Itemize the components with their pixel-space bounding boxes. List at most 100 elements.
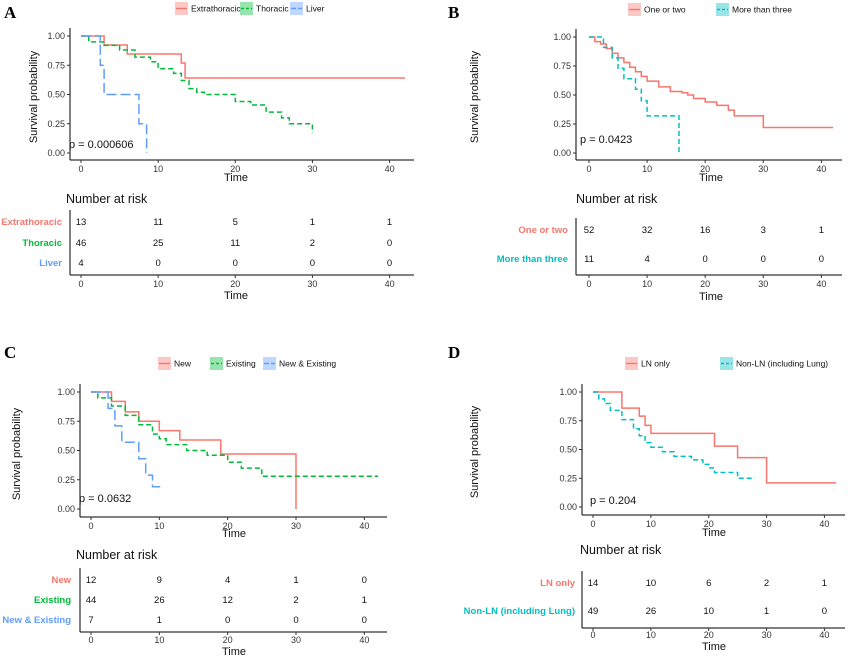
risk-count: 0 bbox=[761, 254, 766, 265]
risk-count: 10 bbox=[646, 578, 657, 589]
x-tick-label: 20 bbox=[700, 164, 710, 174]
panel-c: C New Existing New & Existing 0.00 0.25 0.50 0.… bbox=[2, 343, 387, 657]
legend: LN only Non-LN (including Lung) bbox=[625, 357, 828, 370]
risk-count: 26 bbox=[154, 595, 165, 606]
survival-curve-new bbox=[91, 391, 297, 509]
risk-row-label: Existing bbox=[34, 595, 71, 606]
x-axis-title: Time bbox=[224, 172, 248, 184]
risk-count: 44 bbox=[86, 595, 97, 606]
y-tick-label: 0.25 bbox=[553, 119, 571, 129]
risk-count: 10 bbox=[703, 606, 714, 617]
risk-row-label: Thoracic bbox=[22, 238, 62, 249]
risk-count: 16 bbox=[700, 225, 711, 236]
legend-label: More than three bbox=[732, 5, 792, 15]
risk-count: 12 bbox=[222, 595, 233, 606]
risk-count: 12 bbox=[86, 575, 97, 586]
risk-table-title: Number at risk bbox=[576, 192, 658, 206]
y-tick-label: 1.00 bbox=[47, 31, 65, 41]
legend-label: LN only bbox=[641, 359, 671, 369]
risk-count: 4 bbox=[225, 575, 230, 586]
risk-count: 13 bbox=[76, 217, 87, 228]
risk-count: 0 bbox=[819, 254, 824, 265]
y-axis-title: Survival probability bbox=[469, 50, 481, 143]
survival-curve-extrathoracic bbox=[81, 35, 405, 79]
risk-count: 2 bbox=[310, 238, 315, 249]
risk-x-axis-title: Time bbox=[222, 646, 246, 657]
survival-curve-more-than-three bbox=[589, 36, 680, 153]
legend-label: Non-LN (including Lung) bbox=[736, 359, 828, 369]
risk-x-axis-title: Time bbox=[224, 290, 248, 302]
p-value: p = 0.0423 bbox=[580, 134, 632, 146]
risk-count: 11 bbox=[230, 238, 240, 249]
y-tick-label: 0.00 bbox=[57, 504, 75, 514]
y-tick-label: 0.75 bbox=[559, 416, 577, 426]
legend-swatch bbox=[263, 357, 276, 370]
risk-count: 1 bbox=[157, 615, 162, 626]
legend: Extrathoracic Thoracic Liver bbox=[175, 2, 325, 15]
x-tick-label: 10 bbox=[646, 519, 656, 529]
x-tick-label: 0 bbox=[586, 164, 591, 174]
y-tick-label: 0.25 bbox=[559, 473, 577, 483]
risk-x-tick-label: 0 bbox=[586, 279, 591, 289]
legend-label: One or two bbox=[644, 5, 686, 15]
survival-curve-ln-only bbox=[593, 391, 836, 484]
y-tick-label: 0.00 bbox=[553, 148, 571, 158]
x-tick-label: 30 bbox=[762, 519, 772, 529]
x-axis-title: Time bbox=[699, 172, 723, 184]
risk-count: 6 bbox=[706, 578, 711, 589]
legend-label: Liver bbox=[306, 4, 325, 14]
risk-x-tick-label: 0 bbox=[78, 279, 83, 289]
risk-count: 25 bbox=[153, 238, 164, 249]
risk-row-label: New & Existing bbox=[2, 615, 71, 626]
risk-count: 4 bbox=[78, 258, 83, 269]
legend-label: New bbox=[174, 359, 192, 369]
risk-count: 1 bbox=[387, 217, 392, 228]
risk-table-title: Number at risk bbox=[76, 548, 158, 562]
panel-a: A Extrathoracic Thoracic Liver 0.00 0.25 0.50 0… bbox=[1, 2, 414, 302]
risk-count: 0 bbox=[387, 258, 392, 269]
risk-x-tick-label: 30 bbox=[762, 630, 772, 640]
x-tick-label: 20 bbox=[704, 519, 714, 529]
x-tick-label: 40 bbox=[359, 521, 369, 531]
survival-curve-thoracic bbox=[81, 35, 314, 134]
risk-count: 11 bbox=[584, 254, 594, 265]
x-tick-label: 30 bbox=[758, 164, 768, 174]
risk-x-tick-label: 30 bbox=[758, 279, 768, 289]
x-tick-label: 0 bbox=[78, 164, 83, 174]
y-tick-label: 1.00 bbox=[57, 387, 75, 397]
legend-label: Existing bbox=[226, 359, 256, 369]
risk-count: 0 bbox=[387, 238, 392, 249]
y-axis-title: Survival probability bbox=[469, 405, 481, 498]
risk-row-label: Extrathoracic bbox=[1, 217, 62, 228]
panel-label: D bbox=[448, 343, 460, 362]
risk-count: 0 bbox=[703, 254, 708, 265]
risk-count: 1 bbox=[293, 575, 298, 586]
x-tick-label: 10 bbox=[642, 164, 652, 174]
risk-count: 0 bbox=[293, 615, 298, 626]
x-tick-label: 30 bbox=[307, 164, 317, 174]
risk-x-tick-label: 10 bbox=[642, 279, 652, 289]
risk-count: 1 bbox=[764, 606, 769, 617]
p-value: p = 0.000606 bbox=[69, 139, 134, 151]
risk-count: 0 bbox=[362, 615, 367, 626]
risk-count: 0 bbox=[822, 606, 827, 617]
y-tick-label: 0.50 bbox=[57, 446, 75, 456]
panel-d: D LN only Non-LN (including Lung) 0.00 0.25 0… bbox=[448, 343, 845, 653]
x-tick-label: 40 bbox=[816, 164, 826, 174]
risk-count: 0 bbox=[362, 575, 367, 586]
risk-x-tick-label: 40 bbox=[816, 279, 826, 289]
panel-label: C bbox=[4, 343, 16, 362]
y-axis-title: Survival probability bbox=[28, 50, 40, 143]
panel-label: B bbox=[448, 3, 459, 22]
x-tick-label: 30 bbox=[291, 521, 301, 531]
x-tick-label: 40 bbox=[819, 519, 829, 529]
risk-row-label: More than three bbox=[497, 254, 568, 265]
risk-count: 2 bbox=[764, 578, 769, 589]
risk-count: 1 bbox=[362, 595, 367, 606]
risk-table-title: Number at risk bbox=[580, 543, 662, 557]
risk-count: 1 bbox=[819, 225, 824, 236]
x-tick-label: 20 bbox=[230, 164, 240, 174]
